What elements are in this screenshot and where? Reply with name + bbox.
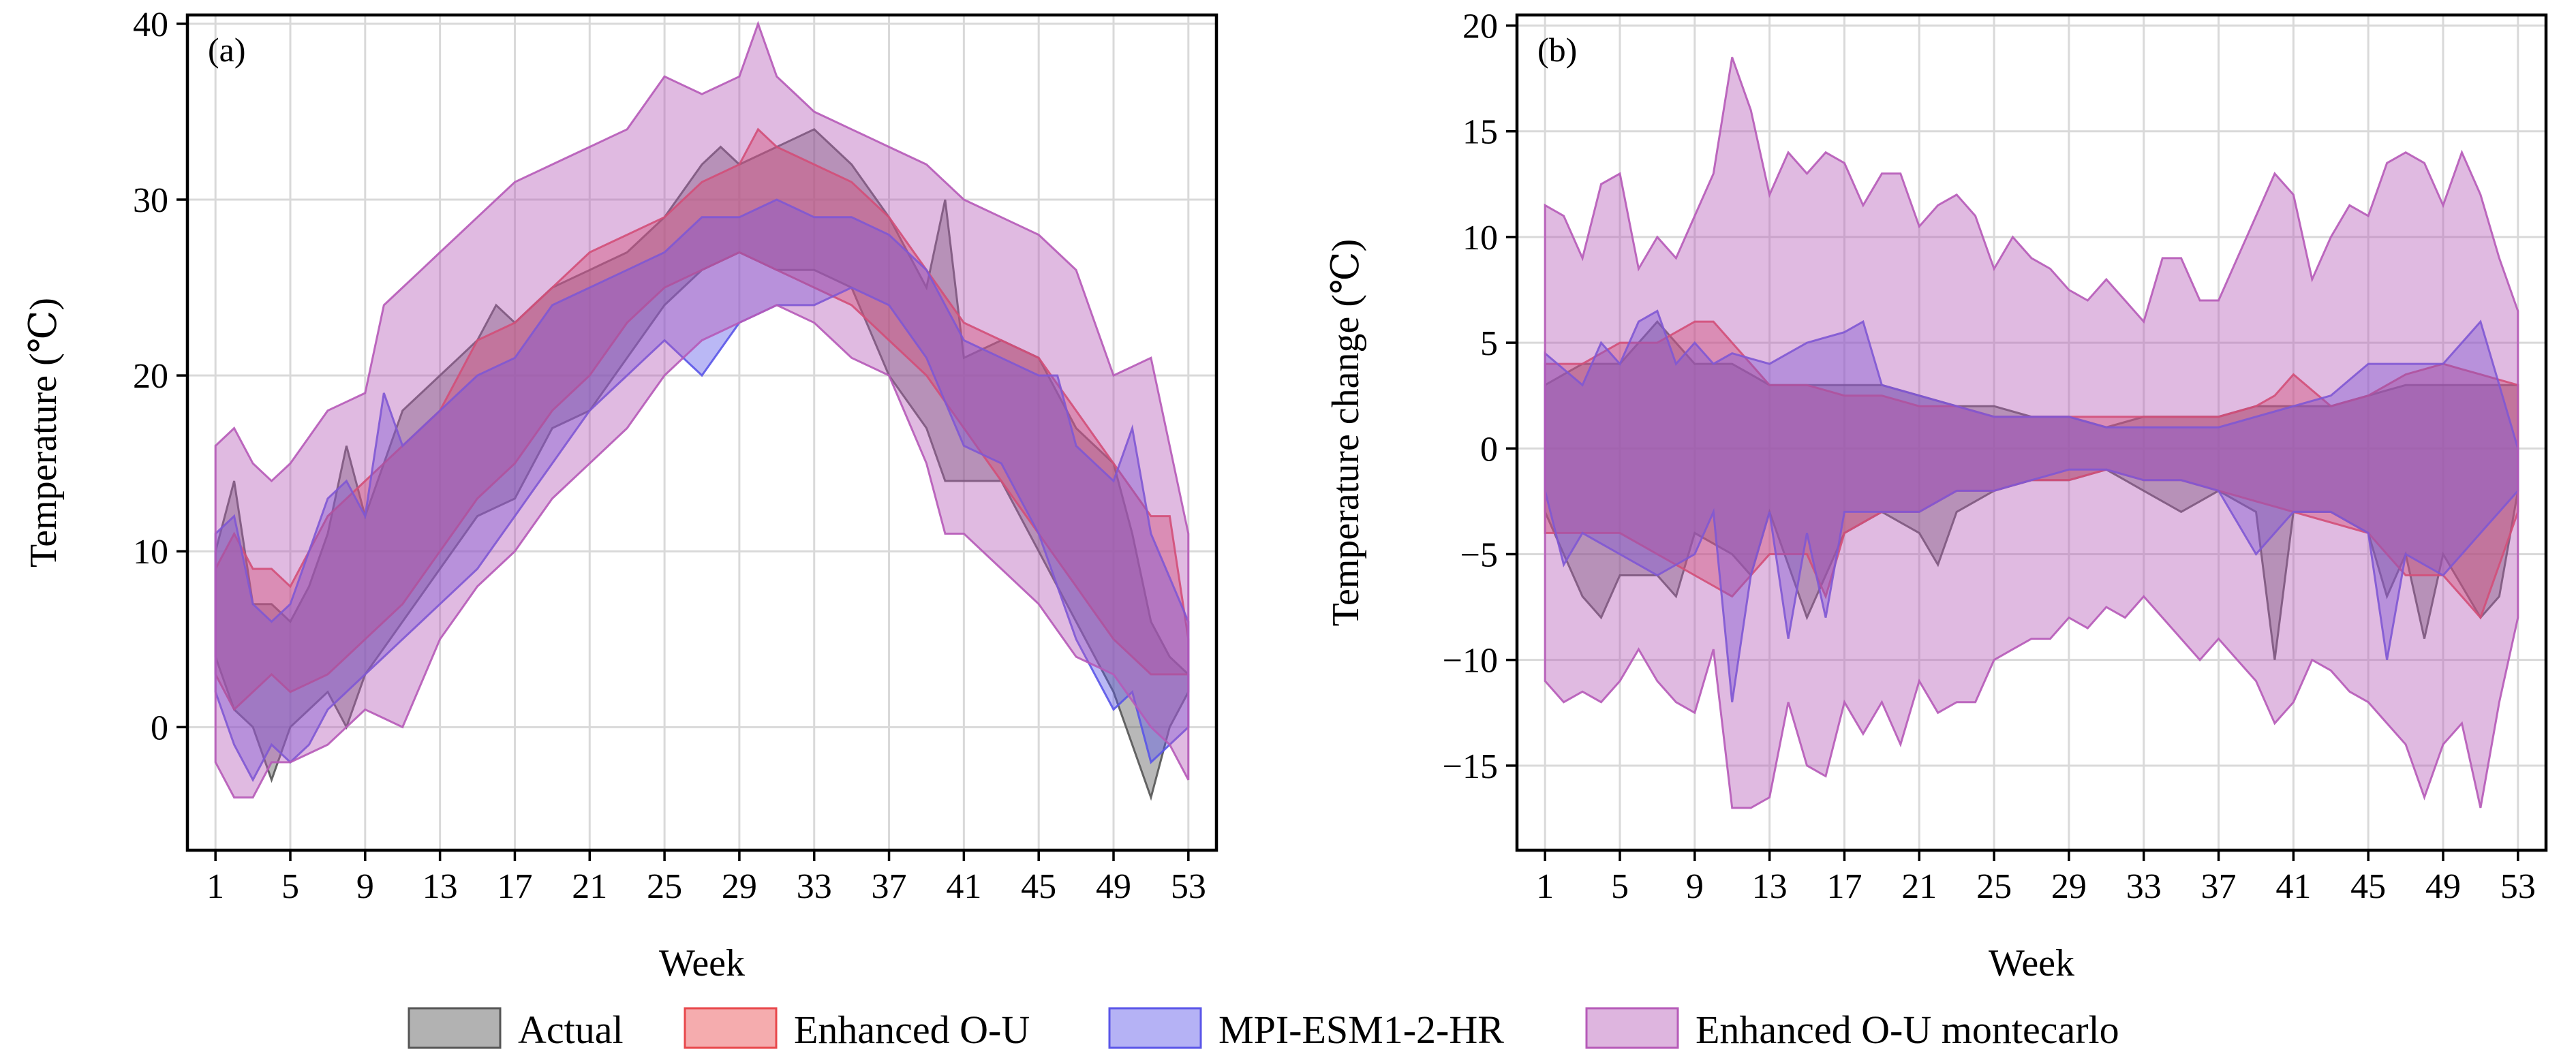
panel-b-temperature-change: 1 5 9 13 17 21 25 29 33 37 41 45 49 53Week−15−10−5051… [1325, 7, 2548, 984]
x-tick-label: 53 [2500, 867, 2536, 906]
x-tick-label: 29 [722, 867, 757, 906]
x-tick-label: 29 [2051, 867, 2087, 906]
legend-label: MPI-ESM1-2-HR [1218, 1008, 1504, 1052]
y-tick-label: 0 [1480, 430, 1498, 469]
panel-a-temperature: 1 5 9 13 17 21 25 29 33 37 41 45 49 53 Week 0 10 20 30 40 Te… [22, 5, 1218, 984]
x-axis-label: Week [1989, 942, 2074, 984]
x-tick-label: 21 [572, 867, 607, 906]
y-tick-label: −15 [1443, 747, 1498, 786]
legend-item-enhanced-o-u: Enhanced O-U [684, 1007, 1030, 1052]
x-axis-label: Week [659, 942, 745, 984]
y-tick-label: 0 [151, 709, 168, 747]
x-tick-label: 49 [1096, 867, 1131, 906]
legend-label: Enhanced O-U [794, 1008, 1030, 1052]
x-tick-label: 33 [2126, 867, 2162, 906]
legend-item-enhanced-o-u-montecarlo: Enhanced O-U montecarlo [1585, 1007, 2119, 1052]
x-tick-label: 17 [497, 867, 532, 906]
legend-swatch [1108, 1007, 1202, 1049]
legend-item-mpi-esm1-2-hr: MPI-ESM1-2-HR [1108, 1007, 1504, 1052]
x-tick-label: 37 [872, 867, 907, 906]
x-tick-label: 25 [647, 867, 682, 906]
x-tick-label: 45 [1021, 867, 1056, 906]
x-tick-label: 1 [1536, 867, 1554, 906]
legend-item-actual: Actual [408, 1007, 624, 1052]
x-axis: 1 5 9 13 17 21 25 29 33 37 41 45 49 53 Week [1536, 850, 2536, 984]
band-enhanced-o-u-montecarlo [214, 20, 1190, 799]
legend-swatch [684, 1007, 778, 1049]
legend-label: Actual [518, 1008, 624, 1052]
x-axis: 1 5 9 13 17 21 25 29 33 37 41 45 49 53 Week [206, 850, 1206, 984]
x-tick-label: 5 [1611, 867, 1629, 906]
x-tick-label: 9 [356, 867, 374, 906]
y-tick-label: −10 [1443, 642, 1498, 681]
legend-swatch [1585, 1007, 1679, 1049]
x-tick-label: 45 [2350, 867, 2386, 906]
x-tick-label: 17 [1826, 867, 1862, 906]
y-tick-label: 20 [133, 357, 168, 396]
x-tick-label: 33 [797, 867, 832, 906]
x-tick-label: 41 [946, 867, 981, 906]
x-tick-label: 5 [281, 867, 299, 906]
legend-label: Enhanced O-U montecarlo [1696, 1008, 2119, 1052]
y-axis-label: Temperature (℃) [22, 298, 65, 567]
x-tick-label: 13 [423, 867, 458, 906]
x-tick-label: 37 [2201, 867, 2237, 906]
x-tick-label: 1 [206, 867, 224, 906]
x-tick-label: 41 [2275, 867, 2311, 906]
plot-frame [185, 13, 1218, 852]
panel-label: (b) [1537, 31, 1577, 69]
x-tick-label: 25 [1976, 867, 2012, 906]
y-tick-label: 40 [133, 5, 168, 44]
x-tick-label: 9 [1686, 867, 1704, 906]
y-tick-label: −5 [1460, 535, 1498, 574]
y-axis-label: Temperature change (℃) [1325, 239, 1367, 627]
y-tick-label: 5 [1480, 324, 1498, 363]
series-bands [1544, 57, 2519, 809]
x-tick-label: 21 [1901, 867, 1937, 906]
panel-label: (a) [208, 31, 246, 69]
band-enhanced-o-u-montecarlo [1544, 57, 2519, 809]
series-bands [214, 20, 1190, 801]
y-axis: −15 −10 −5 0 5 10 15 20 Temperature change (℃) [1325, 7, 1517, 786]
x-tick-label: 53 [1171, 867, 1206, 906]
x-tick-label: 49 [2425, 867, 2461, 906]
legend: Actual Enhanced O-U MPI-ESM1-2-HR Enhanced … [408, 1007, 2119, 1052]
y-tick-label: 30 [133, 181, 168, 220]
plot-frame [1515, 13, 2548, 852]
x-tick-label: 13 [1752, 867, 1788, 906]
y-tick-label: 10 [133, 533, 168, 572]
legend-swatch [408, 1007, 502, 1049]
y-tick-label: 15 [1462, 113, 1498, 152]
y-tick-label: 20 [1462, 7, 1498, 46]
y-axis: 0 10 20 30 40 Temperature (℃) [22, 5, 187, 747]
y-tick-label: 10 [1462, 219, 1498, 258]
